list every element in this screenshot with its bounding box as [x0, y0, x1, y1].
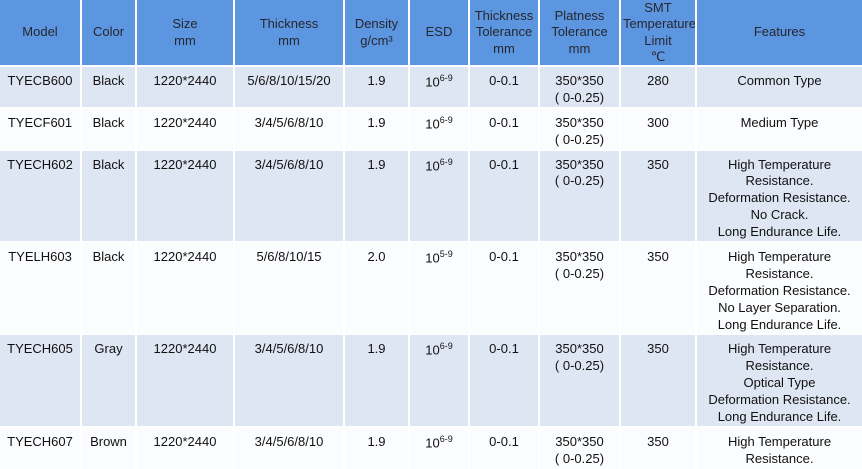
cell-density: 1.9 — [345, 108, 408, 149]
esd-base: 10 — [425, 250, 440, 266]
cell-thickness-tolerance: 0-0.1 — [470, 427, 538, 469]
cell-color: Gray — [82, 335, 135, 426]
column-header-model: Model — [0, 0, 80, 65]
cell-esd: 106-9 — [410, 427, 468, 469]
cell-thickness: 3/4/5/6/8/10 — [235, 108, 343, 149]
cell-esd: 106-9 — [410, 335, 468, 426]
esd-base: 10 — [425, 74, 440, 90]
column-header-color: Color — [82, 0, 135, 65]
cell-smt-limit: 350 — [621, 335, 695, 426]
table-row: TYECH607 Brown 1220*2440 3/4/5/6/8/10 1.… — [0, 427, 862, 469]
table-row: TYECH602 Black 1220*2440 3/4/5/6/8/10 1.… — [0, 150, 862, 242]
cell-platness-tolerance: 350*350 ( 0-0.25) — [540, 335, 619, 426]
cell-platness-tolerance: 350*350 ( 0-0.25) — [540, 67, 619, 107]
esd-base: 10 — [425, 342, 440, 358]
cell-size: 1220*2440 — [137, 150, 233, 242]
cell-thickness-tolerance: 0-0.1 — [470, 335, 538, 426]
cell-thickness-tolerance: 0-0.1 — [470, 150, 538, 242]
esd-base: 10 — [425, 435, 440, 451]
cell-esd: 106-9 — [410, 67, 468, 107]
column-header-size: Size mm — [137, 0, 233, 65]
cell-color: Brown — [82, 427, 135, 469]
cell-density: 1.9 — [345, 335, 408, 426]
column-header-thickness: Thickness mm — [235, 0, 343, 65]
cell-platness-tolerance: 350*350 ( 0-0.25) — [540, 427, 619, 469]
table-row: TYECB600 Black 1220*2440 5/6/8/10/15/20 … — [0, 67, 862, 107]
table-row: TYECH605 Gray 1220*2440 3/4/5/6/8/10 1.9… — [0, 335, 862, 426]
cell-smt-limit: 300 — [621, 108, 695, 149]
cell-model: TYELH603 — [0, 243, 80, 334]
column-header-features: Features — [697, 0, 862, 65]
cell-thickness: 3/4/5/6/8/10 — [235, 335, 343, 426]
esd-base: 10 — [425, 116, 440, 132]
column-header-density: Density g/cm³ — [345, 0, 408, 65]
cell-platness-tolerance: 350*350 ( 0-0.25) — [540, 150, 619, 242]
table-header: Model Color Size mm Thickness mm Density… — [0, 0, 862, 65]
table-row: TYECF601 Black 1220*2440 3/4/5/6/8/10 1.… — [0, 108, 862, 149]
cell-thickness: 3/4/5/6/8/10 — [235, 150, 343, 242]
cell-model: TYECF601 — [0, 108, 80, 149]
cell-features: Medium Type — [697, 108, 862, 149]
cell-features: High Temperature Resistance. Deformation… — [697, 150, 862, 242]
cell-thickness: 5/6/8/10/15/20 — [235, 67, 343, 107]
column-header-thickness-tolerance: Thickness Tolerance mm — [470, 0, 538, 65]
esd-exponent: 6-9 — [439, 433, 453, 444]
column-header-esd: ESD — [410, 0, 468, 65]
cell-density: 1.9 — [345, 150, 408, 242]
cell-size: 1220*2440 — [137, 108, 233, 149]
cell-color: Black — [82, 243, 135, 334]
cell-color: Black — [82, 150, 135, 242]
cell-esd: 105-9 — [410, 243, 468, 334]
esd-base: 10 — [425, 157, 440, 173]
cell-thickness-tolerance: 0-0.1 — [470, 108, 538, 149]
cell-color: Black — [82, 108, 135, 149]
cell-esd: 106-9 — [410, 108, 468, 149]
cell-model: TYECH605 — [0, 335, 80, 426]
esd-exponent: 6-9 — [439, 73, 453, 83]
cell-thickness: 5/6/8/10/15 — [235, 243, 343, 334]
cell-smt-limit: 350 — [621, 150, 695, 242]
cell-features: High Temperature Resistance. Corrosion R… — [697, 427, 862, 469]
column-header-smt-limit: SMT Temperature Limit ℃ — [621, 0, 695, 65]
column-header-platness-tolerance: Platness Tolerance mm — [540, 0, 619, 65]
esd-exponent: 6-9 — [439, 114, 453, 125]
esd-exponent: 6-9 — [439, 156, 453, 167]
cell-thickness-tolerance: 0-0.1 — [470, 243, 538, 334]
cell-features: Common Type — [697, 67, 862, 107]
cell-smt-limit: 350 — [621, 243, 695, 334]
cell-density: 1.9 — [345, 67, 408, 107]
cell-model: TYECB600 — [0, 67, 80, 107]
cell-color: Black — [82, 67, 135, 107]
cell-size: 1220*2440 — [137, 243, 233, 334]
cell-thickness-tolerance: 0-0.1 — [470, 67, 538, 107]
table-row: TYELH603 Black 1220*2440 5/6/8/10/15 2.0… — [0, 243, 862, 334]
cell-size: 1220*2440 — [137, 67, 233, 107]
cell-smt-limit: 350 — [621, 427, 695, 469]
cell-platness-tolerance: 350*350 ( 0-0.25) — [540, 243, 619, 334]
cell-features: High Temperature Resistance. Optical Typ… — [697, 335, 862, 426]
table-body: TYECB600 Black 1220*2440 5/6/8/10/15/20 … — [0, 67, 862, 469]
cell-density: 2.0 — [345, 243, 408, 334]
header-row: Model Color Size mm Thickness mm Density… — [0, 0, 862, 65]
cell-size: 1220*2440 — [137, 335, 233, 426]
cell-model: TYECH602 — [0, 150, 80, 242]
esd-exponent: 5-9 — [439, 249, 453, 260]
esd-exponent: 6-9 — [439, 341, 453, 352]
cell-esd: 106-9 — [410, 150, 468, 242]
cell-features: High Temperature Resistance. Deformation… — [697, 243, 862, 334]
cell-platness-tolerance: 350*350 ( 0-0.25) — [540, 108, 619, 149]
cell-model: TYECH607 — [0, 427, 80, 469]
cell-density: 1.9 — [345, 427, 408, 469]
cell-smt-limit: 280 — [621, 67, 695, 107]
cell-size: 1220*2440 — [137, 427, 233, 469]
cell-thickness: 3/4/5/6/8/10 — [235, 427, 343, 469]
